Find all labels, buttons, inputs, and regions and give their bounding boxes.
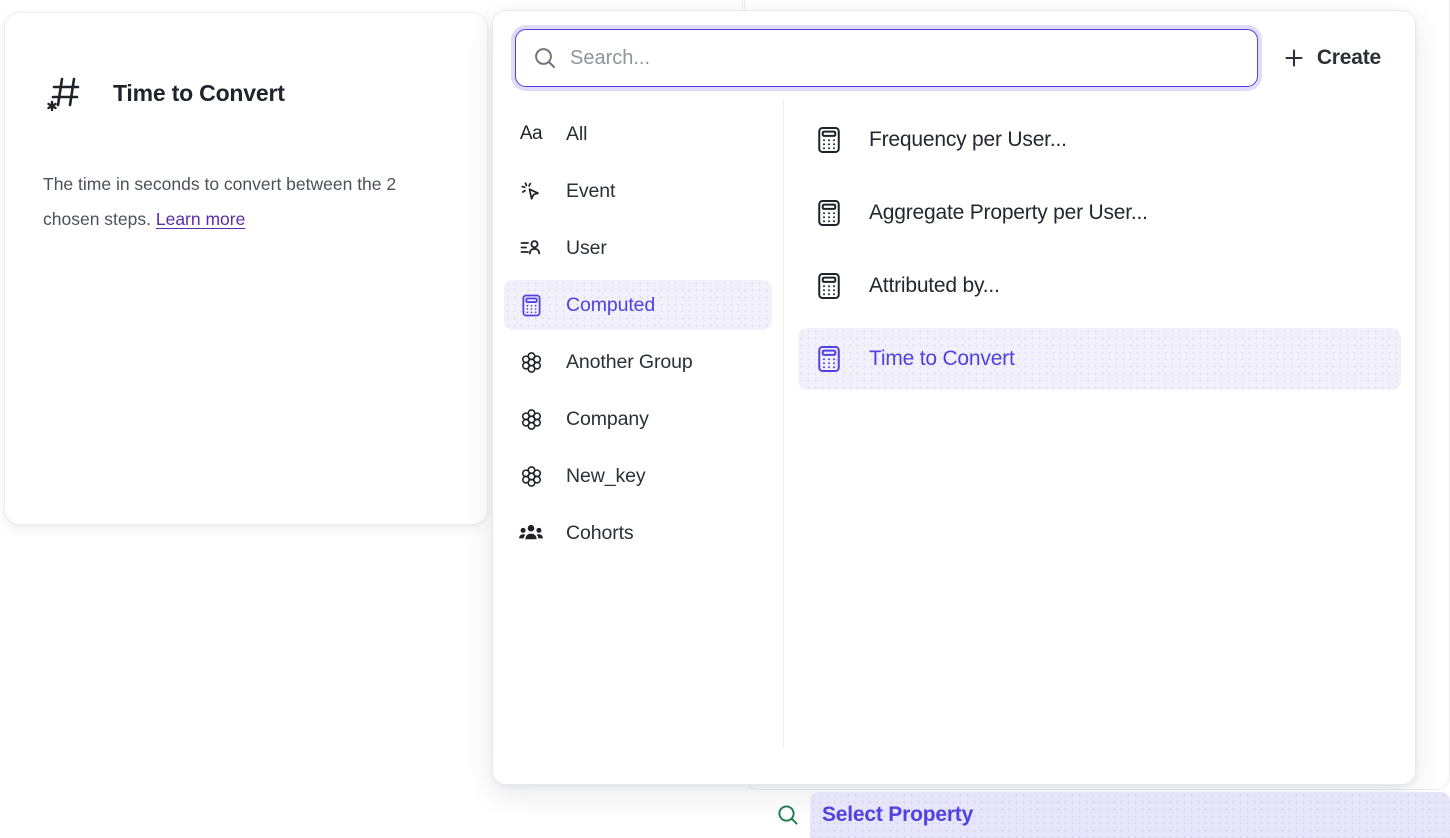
- sidebar-item-all[interactable]: Aa All: [504, 109, 772, 159]
- search-input[interactable]: [570, 46, 1241, 70]
- dropdown-body: Aa All Event: [493, 99, 1415, 748]
- people-group-icon: [518, 520, 544, 546]
- sidebar-item-label: Company: [566, 407, 649, 430]
- page-title: Time to Convert: [113, 79, 285, 106]
- list-item-selected[interactable]: Time to Convert: [798, 328, 1401, 390]
- sidebar-item-label: Cohorts: [566, 521, 634, 544]
- property-selector-dropdown: Create Aa All: [492, 10, 1416, 785]
- learn-more-link[interactable]: Learn more: [155, 209, 246, 229]
- select-property-label: Select Property: [822, 803, 974, 826]
- list-item[interactable]: Aggregate Property per User...: [798, 182, 1401, 244]
- list-item-label: Aggregate Property per User...: [869, 201, 1148, 224]
- list-item[interactable]: Frequency per User...: [798, 109, 1401, 171]
- sidebar-item-another-group[interactable]: Another Group: [504, 337, 772, 387]
- sidebar-item-company[interactable]: Company: [504, 394, 772, 444]
- cursor-sparkle-icon: [518, 178, 544, 204]
- sidebar-item-new-key[interactable]: New_key: [504, 451, 772, 501]
- sidebar-item-event[interactable]: Event: [504, 166, 772, 216]
- list-item[interactable]: Attributed by...: [798, 255, 1401, 317]
- calculator-icon: [814, 198, 844, 228]
- calculator-icon: [518, 292, 544, 318]
- sidebar-item-label: Computed: [566, 293, 656, 316]
- select-property-field[interactable]: Select Property: [810, 792, 1450, 838]
- property-info-card: Time to Convert The time in seconds to c…: [4, 12, 488, 525]
- description-text: The time in seconds to convert between t…: [43, 174, 397, 229]
- user-list-icon: [518, 235, 544, 261]
- sidebar-item-label: Event: [566, 179, 616, 202]
- sidebar-item-label: All: [566, 122, 588, 145]
- flower-cluster-icon: [518, 349, 544, 375]
- list-item-label: Attributed by...: [869, 274, 1000, 297]
- sidebar-item-cohorts[interactable]: Cohorts: [504, 508, 772, 558]
- search-field-wrapper[interactable]: [515, 29, 1258, 87]
- list-item-label: Time to Convert: [869, 347, 1015, 370]
- sidebar-item-label: User: [566, 236, 607, 259]
- search-icon: [766, 792, 810, 838]
- create-button[interactable]: Create: [1276, 38, 1393, 78]
- flower-cluster-icon: [518, 406, 544, 432]
- calculator-icon: [814, 344, 844, 374]
- select-property-row: Select Property: [766, 792, 1450, 838]
- flower-cluster-icon: [518, 463, 544, 489]
- category-nav-list: Aa All Event: [493, 99, 784, 748]
- dropdown-header: Create: [493, 11, 1415, 99]
- hash-asterisk-icon: [43, 71, 87, 115]
- sidebar-item-label: New_key: [566, 464, 646, 487]
- calculator-icon: [814, 125, 844, 155]
- sidebar-item-label: Another Group: [566, 350, 693, 373]
- info-card-header: Time to Convert: [43, 71, 449, 115]
- info-card-description: The time in seconds to convert between t…: [43, 167, 435, 237]
- create-button-label: Create: [1316, 46, 1381, 69]
- sidebar-item-computed[interactable]: Computed: [504, 280, 772, 330]
- property-results-list: Frequency per User...: [784, 99, 1415, 748]
- plus-icon: [1282, 46, 1306, 70]
- text-aa-icon: Aa: [519, 123, 543, 144]
- calculator-icon: [814, 271, 844, 301]
- sidebar-item-user[interactable]: User: [504, 223, 772, 273]
- list-item-label: Frequency per User...: [869, 128, 1067, 151]
- search-icon: [532, 45, 558, 71]
